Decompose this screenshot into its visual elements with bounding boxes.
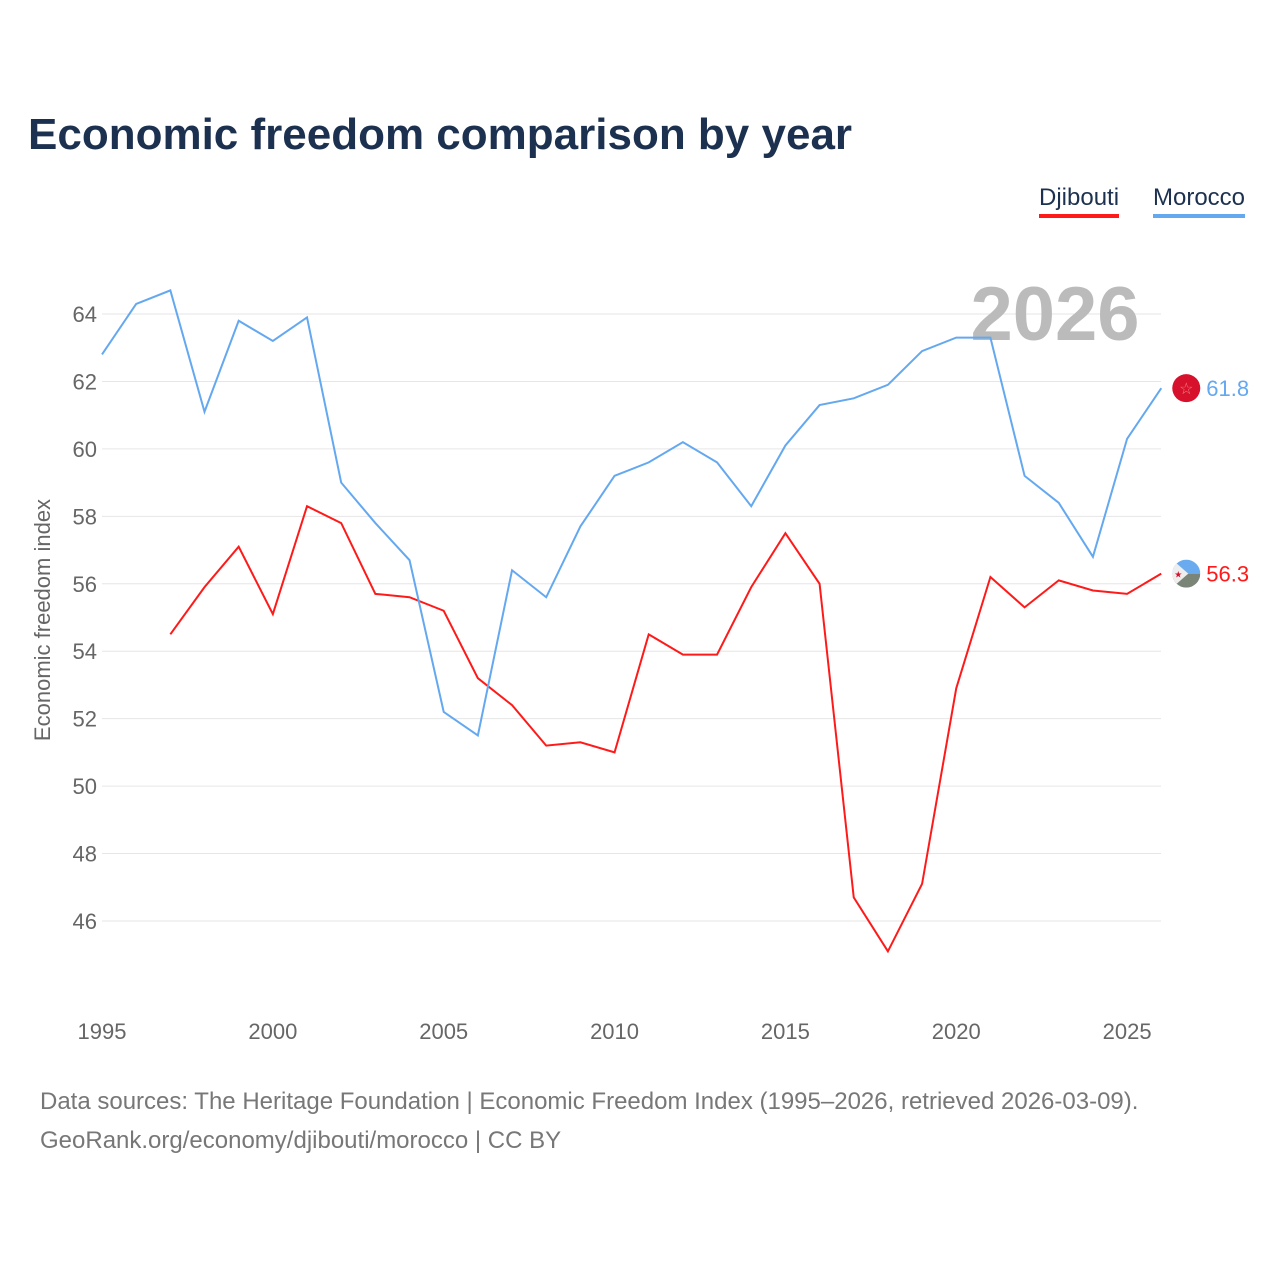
data-point[interactable] — [441, 709, 447, 715]
data-point[interactable] — [372, 520, 378, 526]
data-point[interactable] — [714, 652, 720, 658]
y-tick-label: 50 — [73, 774, 97, 799]
x-tick-label: 2005 — [419, 1019, 468, 1044]
data-point[interactable] — [202, 584, 208, 590]
svg-text:☆: ☆ — [1179, 381, 1193, 398]
data-point[interactable] — [1056, 577, 1062, 583]
y-tick-label: 58 — [73, 504, 97, 529]
data-point[interactable] — [919, 348, 925, 354]
data-point[interactable] — [987, 574, 993, 580]
data-point[interactable] — [612, 473, 618, 479]
data-point[interactable] — [304, 503, 310, 509]
flag-icon-morocco: ☆ — [1172, 374, 1201, 403]
y-tick-label: 62 — [73, 369, 97, 394]
data-point[interactable] — [543, 743, 549, 749]
data-point[interactable] — [202, 409, 208, 415]
series-line-morocco[interactable] — [101, 289, 1163, 738]
data-point[interactable] — [885, 382, 891, 388]
data-point[interactable] — [748, 584, 754, 590]
source-line-1: Data sources: The Heritage Foundation | … — [40, 1088, 1139, 1115]
data-point[interactable] — [1158, 385, 1164, 391]
data-point[interactable] — [577, 523, 583, 529]
data-point[interactable] — [475, 733, 481, 739]
data-point[interactable] — [99, 351, 105, 357]
y-tick-label: 52 — [73, 707, 97, 732]
data-point[interactable] — [407, 557, 413, 563]
data-point[interactable] — [817, 402, 823, 408]
data-point[interactable] — [270, 338, 276, 344]
data-point[interactable] — [1022, 604, 1028, 610]
y-tick-label: 46 — [73, 909, 97, 934]
data-point[interactable] — [714, 459, 720, 465]
data-point[interactable] — [475, 675, 481, 681]
data-point[interactable] — [1090, 588, 1096, 594]
data-point[interactable] — [372, 591, 378, 597]
data-point[interactable] — [167, 631, 173, 637]
data-point[interactable] — [1056, 500, 1062, 506]
data-point[interactable] — [270, 611, 276, 617]
legend-djibouti[interactable]: Djibouti — [1039, 184, 1120, 218]
data-point[interactable] — [577, 739, 583, 745]
data-point[interactable] — [953, 335, 959, 341]
data-point[interactable] — [817, 581, 823, 587]
x-tick-label: 2015 — [761, 1019, 810, 1044]
data-point[interactable] — [748, 503, 754, 509]
data-point[interactable] — [338, 480, 344, 486]
flag-icon-djibouti: ★ — [1172, 559, 1201, 588]
y-axis-label: Economic freedom index — [30, 499, 55, 741]
x-tick-label: 2010 — [590, 1019, 639, 1044]
data-point[interactable] — [987, 335, 993, 341]
data-point[interactable] — [646, 459, 652, 465]
data-point[interactable] — [680, 439, 686, 445]
data-point[interactable] — [509, 567, 515, 573]
x-tick-label: 2000 — [248, 1019, 297, 1044]
data-point[interactable] — [441, 608, 447, 614]
data-point[interactable] — [1124, 436, 1130, 442]
y-tick-label: 48 — [73, 842, 97, 867]
y-tick-label: 64 — [73, 302, 97, 327]
chart-title: Economic freedom comparison by year — [28, 110, 853, 159]
data-point[interactable] — [851, 395, 857, 401]
data-point[interactable] — [953, 685, 959, 691]
data-point[interactable] — [1124, 591, 1130, 597]
data-point[interactable] — [1158, 571, 1164, 577]
data-point[interactable] — [236, 318, 242, 324]
data-point[interactable] — [304, 314, 310, 320]
legend-morocco[interactable]: Morocco — [1153, 184, 1246, 218]
data-point[interactable] — [509, 702, 515, 708]
data-point[interactable] — [919, 881, 925, 887]
data-point[interactable] — [1022, 473, 1028, 479]
data-point[interactable] — [236, 544, 242, 550]
data-point[interactable] — [133, 301, 139, 307]
data-point[interactable] — [782, 530, 788, 536]
data-point[interactable] — [782, 443, 788, 449]
svg-text:★: ★ — [1174, 570, 1182, 580]
data-point[interactable] — [885, 948, 891, 954]
data-point[interactable] — [851, 894, 857, 900]
data-point[interactable] — [167, 287, 173, 293]
series-line-djibouti[interactable] — [169, 504, 1162, 954]
data-point[interactable] — [612, 749, 618, 755]
end-value-label: 61.8 — [1206, 376, 1249, 401]
data-point[interactable] — [543, 594, 549, 600]
data-point[interactable] — [338, 520, 344, 526]
x-tick-label: 2020 — [932, 1019, 981, 1044]
end-value-label: 56.3 — [1206, 562, 1249, 587]
x-tick-label: 2025 — [1103, 1019, 1152, 1044]
data-point[interactable] — [407, 594, 413, 600]
y-tick-label: 60 — [73, 437, 97, 462]
y-tick-label: 56 — [73, 572, 97, 597]
source-line-2[interactable]: GeoRank.org/economy/djibouti/morocco | C… — [40, 1127, 562, 1154]
data-point[interactable] — [1090, 554, 1096, 560]
data-point[interactable] — [680, 652, 686, 658]
current-year-label: 2026 — [970, 272, 1139, 357]
data-point[interactable] — [646, 631, 652, 637]
y-tick-label: 54 — [73, 639, 97, 664]
x-tick-label: 1995 — [78, 1019, 127, 1044]
